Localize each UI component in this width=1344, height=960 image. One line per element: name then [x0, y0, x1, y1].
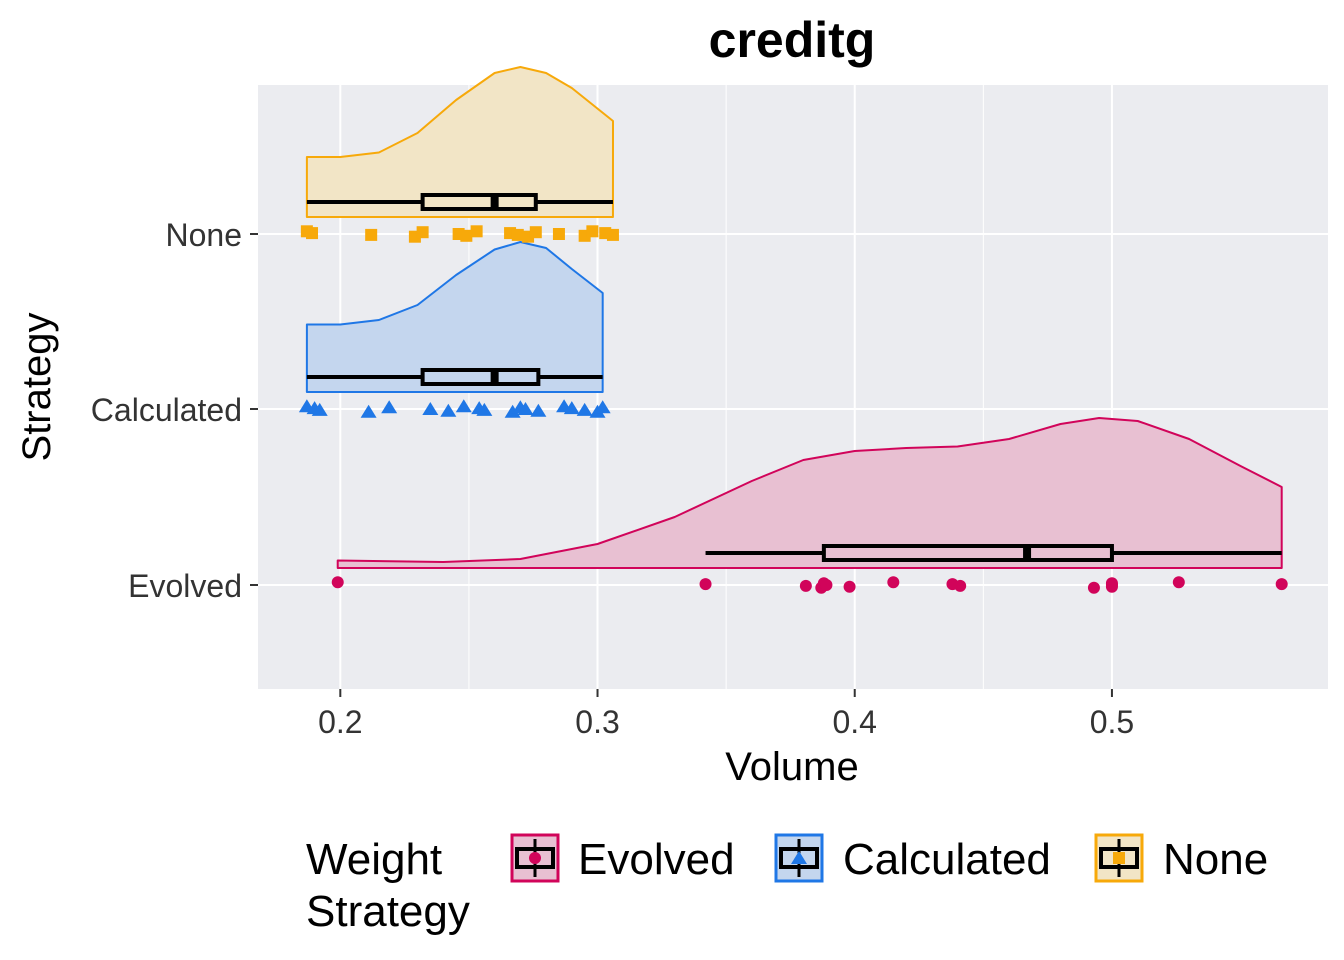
boxplots: [306, 193, 1282, 562]
data-point-evolved: [843, 580, 856, 593]
chart-title: creditg: [709, 12, 876, 68]
data-point-calculated: [476, 402, 493, 416]
y-tick-label: Evolved: [128, 568, 242, 604]
legend-keys: [510, 833, 1144, 883]
data-point-none: [470, 225, 483, 238]
legend-key-marker: [791, 851, 807, 864]
data-points: [298, 225, 1288, 594]
legend-label-calculated: Calculated: [843, 835, 1051, 884]
y-axis-title: Strategy: [15, 313, 59, 462]
data-point-calculated: [440, 403, 457, 417]
legend: Weight Strategy Evolved Calculated None: [306, 833, 1268, 936]
data-point-evolved: [699, 578, 712, 591]
x-axis-title: Volume: [725, 745, 858, 789]
data-point-calculated: [422, 402, 439, 415]
data-point-none: [306, 227, 319, 240]
y-tick-label: None: [166, 217, 243, 253]
data-point-evolved: [799, 579, 812, 592]
data-point-calculated: [504, 404, 521, 418]
data-point-calculated: [576, 402, 593, 416]
data-point-none: [416, 226, 429, 239]
box-calculated: [420, 368, 541, 386]
data-point-calculated: [360, 404, 377, 418]
data-point-none: [460, 229, 473, 242]
data-point-none: [552, 228, 565, 240]
density-cloud-none: [305, 66, 614, 218]
data-point-evolved: [954, 579, 967, 592]
data-point-none: [586, 225, 599, 238]
data-point-calculated: [311, 402, 328, 416]
x-tick-label: 0.3: [575, 704, 619, 740]
y-tick-label: Calculated: [91, 392, 242, 428]
legend-key-marker: [529, 852, 541, 864]
data-point-evolved: [1087, 581, 1100, 594]
legend-title-line-2: Strategy: [306, 887, 470, 936]
data-point-none: [365, 228, 378, 241]
box-none: [420, 193, 538, 211]
legend-key-marker: [1113, 852, 1125, 864]
data-point-none: [511, 228, 524, 241]
axes: 0.2 0.3 0.4 0.5 Evolved Calculated None: [91, 217, 1134, 740]
x-tick-label: 0.2: [318, 704, 362, 740]
legend-key-box: [515, 847, 555, 869]
box-evolved: [821, 544, 1114, 562]
data-point-calculated: [455, 399, 472, 413]
data-point-evolved: [1105, 580, 1118, 593]
density-cloud-evolved: [336, 417, 1283, 569]
data-point-evolved: [1172, 576, 1185, 589]
legend-label-none: None: [1163, 835, 1268, 884]
data-point-calculated: [530, 403, 547, 417]
x-tick-label: 0.5: [1090, 704, 1134, 740]
data-point-evolved: [887, 576, 900, 589]
data-point-none: [529, 226, 542, 239]
data-point-none: [606, 228, 619, 241]
density-cloud-calculated: [305, 241, 604, 393]
data-point-evolved: [331, 576, 344, 589]
legend-title-line-1: Weight: [306, 835, 442, 884]
legend-key-box: [1099, 847, 1139, 869]
density-clouds: [305, 66, 1283, 569]
legend-key-box: [779, 847, 819, 869]
x-tick-label: 0.4: [832, 704, 876, 740]
data-point-calculated: [563, 401, 580, 415]
data-point-calculated: [517, 402, 534, 415]
legend-label-evolved: Evolved: [578, 835, 735, 884]
data-point-calculated: [594, 400, 611, 414]
data-point-evolved: [1275, 578, 1288, 591]
data-point-calculated: [381, 400, 398, 414]
data-point-evolved: [820, 579, 833, 591]
